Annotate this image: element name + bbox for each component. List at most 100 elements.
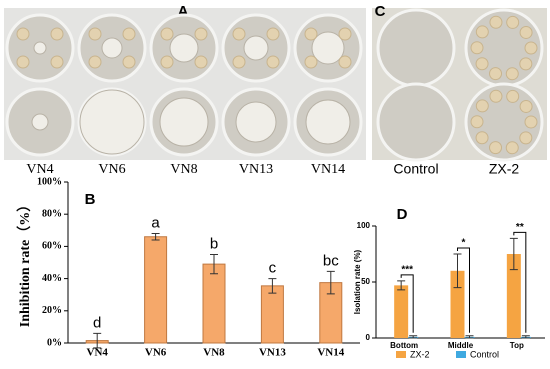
error-bar xyxy=(93,332,102,349)
colony xyxy=(50,27,64,41)
legend-label: ZX-2 xyxy=(410,349,430,359)
colony xyxy=(505,67,519,81)
error-bar xyxy=(465,335,474,339)
colony xyxy=(519,131,533,145)
y-tick-label: 40% xyxy=(42,273,62,284)
colony xyxy=(519,57,533,71)
annotation: b xyxy=(210,235,218,252)
y-tick-label: 0 xyxy=(366,333,371,342)
colony xyxy=(88,55,102,69)
petri-dish xyxy=(376,8,456,88)
colony xyxy=(304,55,318,69)
colony xyxy=(505,141,519,155)
annotation: a xyxy=(151,214,160,231)
significance-label: * xyxy=(462,238,466,249)
bar xyxy=(144,236,168,344)
panel-label: A xyxy=(178,3,189,20)
x-tick-label: Top xyxy=(510,341,524,350)
panel-label: C xyxy=(375,3,386,20)
error-bar xyxy=(210,253,218,275)
colony xyxy=(101,37,123,59)
error-bar xyxy=(151,233,160,241)
colony xyxy=(16,27,30,41)
colony xyxy=(304,27,318,41)
colony xyxy=(489,67,503,81)
petri-dish xyxy=(376,82,456,162)
significance-bracket xyxy=(457,247,470,333)
error-bar xyxy=(268,278,277,294)
legend-swatch xyxy=(396,351,406,358)
x-tick-label: VN13 xyxy=(259,347,286,359)
colony xyxy=(159,97,209,147)
colony xyxy=(338,55,352,69)
colony xyxy=(524,41,538,55)
y-tick-label: 50 xyxy=(361,277,370,286)
colony xyxy=(169,33,199,63)
colony xyxy=(122,55,136,69)
colony xyxy=(194,55,208,69)
bar xyxy=(394,285,409,338)
error-bar xyxy=(453,253,462,289)
photo-caption: VN8 xyxy=(170,162,197,177)
colony xyxy=(311,31,345,65)
error-bar xyxy=(326,270,335,295)
significance-bracket xyxy=(400,274,414,333)
error-bar xyxy=(509,237,518,271)
colony xyxy=(519,25,533,39)
colony xyxy=(489,141,503,155)
x-tick-label: VN4 xyxy=(87,347,109,359)
photo-caption: VN6 xyxy=(98,162,125,177)
colony xyxy=(160,27,174,41)
colony xyxy=(243,35,269,61)
x-tick-label: Bottom xyxy=(390,341,418,350)
annotation: d xyxy=(93,314,101,331)
legend-label: Control xyxy=(470,349,499,359)
annotation: c xyxy=(269,260,277,277)
significance-bracket xyxy=(513,231,527,333)
colony xyxy=(232,55,246,69)
colony xyxy=(266,27,280,41)
x-tick-label: Middle xyxy=(448,341,474,350)
bar xyxy=(260,285,284,344)
significance-label: ** xyxy=(516,222,524,233)
error-bar xyxy=(397,280,406,291)
colony xyxy=(79,89,145,155)
y-tick-label: 80% xyxy=(42,208,62,219)
colony xyxy=(232,27,246,41)
y-tick-label: 20% xyxy=(42,305,62,316)
error-bar xyxy=(409,335,418,339)
photo-caption: VN13 xyxy=(239,162,273,177)
colony xyxy=(475,25,489,39)
colony xyxy=(506,89,520,103)
x-tick-label: VN14 xyxy=(317,347,344,359)
legend-swatch xyxy=(456,351,466,358)
colony xyxy=(88,27,102,41)
colony xyxy=(506,15,520,29)
colony xyxy=(475,131,489,145)
colony xyxy=(489,89,503,103)
colony xyxy=(338,27,352,41)
y-tick-label: 60% xyxy=(42,241,62,252)
annotation: bc xyxy=(323,252,339,269)
colony xyxy=(489,15,503,29)
y-tick-label: 100 xyxy=(357,221,371,230)
colony xyxy=(266,55,280,69)
colony xyxy=(524,115,538,129)
colony xyxy=(475,57,489,71)
photo-caption: Control xyxy=(393,161,438,177)
colony xyxy=(305,99,351,145)
x-tick-label: VN6 xyxy=(145,347,167,359)
panel-label: D xyxy=(397,206,408,223)
colony xyxy=(50,55,64,69)
photo-caption: VN14 xyxy=(311,162,345,177)
colony xyxy=(194,27,208,41)
photo-caption: VN4 xyxy=(26,162,53,177)
colony xyxy=(235,101,277,143)
colony xyxy=(16,55,30,69)
significance-label: *** xyxy=(401,265,413,276)
y-tick-label: 0% xyxy=(47,337,62,348)
y-tick-label: 100% xyxy=(37,176,62,187)
colony xyxy=(519,99,533,113)
error-bar xyxy=(521,335,530,339)
colony xyxy=(470,41,484,55)
